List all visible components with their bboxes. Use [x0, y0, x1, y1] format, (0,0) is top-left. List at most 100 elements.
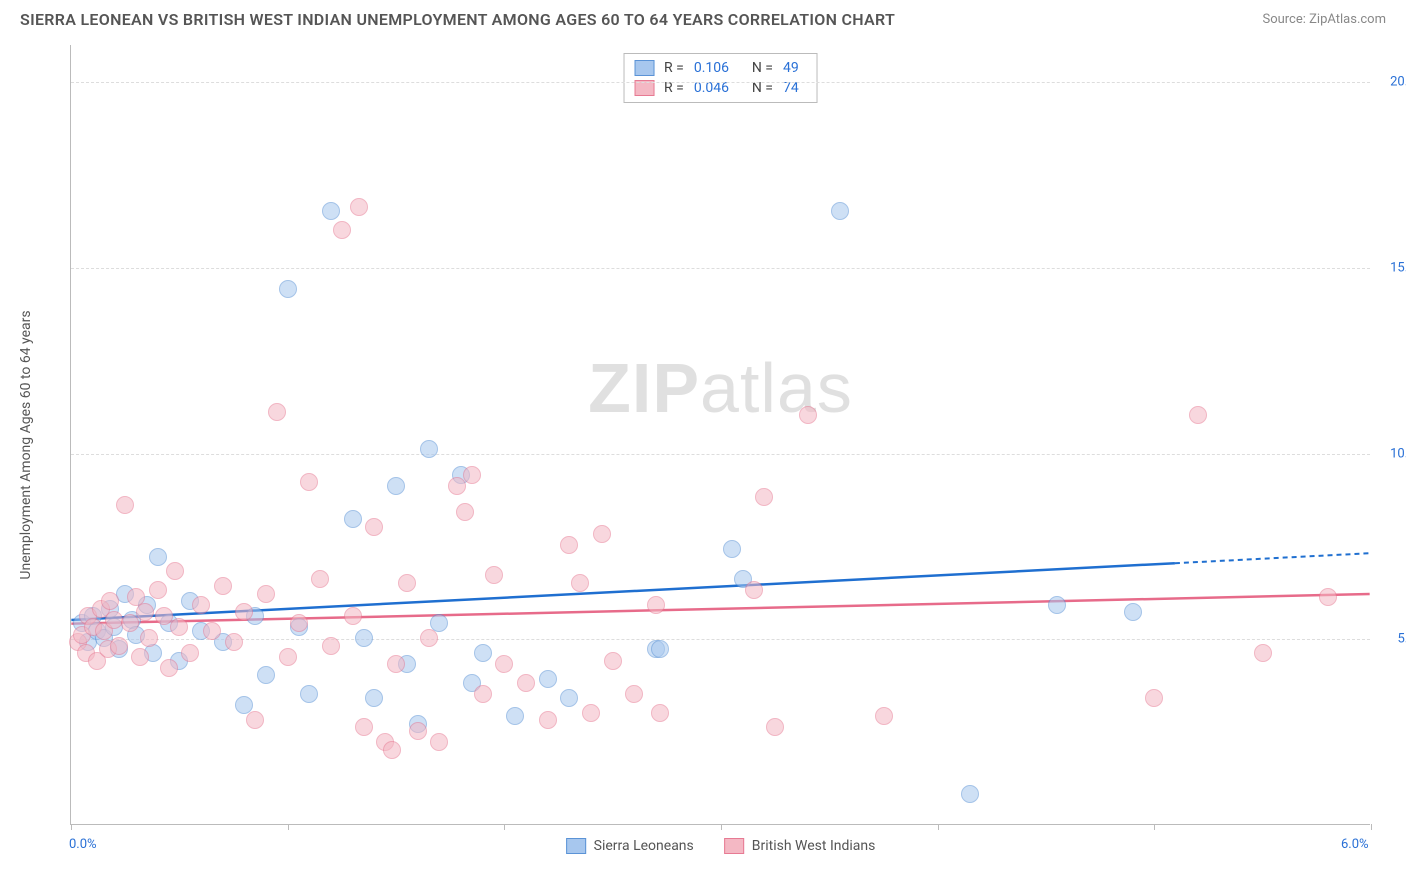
r-label: R = — [664, 60, 684, 76]
data-point — [398, 574, 416, 592]
data-point — [136, 603, 154, 621]
data-point — [1189, 406, 1207, 424]
data-point — [181, 644, 199, 662]
data-point — [647, 596, 665, 614]
data-point — [149, 548, 167, 566]
data-point — [160, 659, 178, 677]
data-point — [121, 614, 139, 632]
y-tick-label: 20.0% — [1390, 75, 1406, 90]
legend-swatch — [634, 60, 654, 76]
trend-lines — [71, 45, 1370, 824]
data-point — [539, 711, 557, 729]
data-point — [755, 488, 773, 506]
data-point — [430, 733, 448, 751]
x-tick-label: 0.0% — [69, 837, 97, 852]
data-point — [110, 637, 128, 655]
data-point — [290, 614, 308, 632]
stats-row: R = 0.106 N = 49 — [634, 58, 807, 78]
y-tick-label: 10.0% — [1390, 446, 1406, 461]
legend-label: British West Indians — [752, 838, 876, 854]
gridline — [71, 82, 1370, 83]
data-point — [560, 536, 578, 554]
data-point — [495, 655, 513, 673]
data-point — [355, 718, 373, 736]
y-tick-label: 5.0% — [1397, 632, 1406, 647]
data-point — [474, 644, 492, 662]
data-point — [203, 622, 221, 640]
chart-container: Unemployment Among Ages 60 to 64 years Z… — [50, 40, 1386, 850]
data-point — [420, 440, 438, 458]
data-point — [192, 596, 210, 614]
x-tick — [721, 824, 722, 830]
series-legend: Sierra Leoneans British West Indians — [566, 838, 876, 854]
legend-item: British West Indians — [724, 838, 876, 854]
r-value: 0.106 — [694, 60, 742, 76]
data-point — [235, 603, 253, 621]
data-point — [1254, 644, 1272, 662]
data-point — [831, 202, 849, 220]
data-point — [1319, 588, 1337, 606]
y-axis-title: Unemployment Among Ages 60 to 64 years — [18, 310, 34, 579]
legend-label: Sierra Leoneans — [594, 838, 694, 854]
n-value: 49 — [783, 60, 807, 76]
x-tick — [71, 824, 72, 830]
data-point — [166, 562, 184, 580]
n-label: N = — [752, 60, 773, 76]
data-point — [474, 685, 492, 703]
data-point — [571, 574, 589, 592]
x-tick — [288, 824, 289, 830]
stats-row: R =0.046N =74 — [634, 78, 807, 98]
legend-swatch — [724, 838, 744, 854]
stats-legend-box: R = 0.106 N = 49 R =0.046N =74 — [623, 53, 818, 103]
data-point — [322, 637, 340, 655]
data-point — [257, 585, 275, 603]
data-point — [170, 618, 188, 636]
data-point — [485, 566, 503, 584]
data-point — [300, 473, 318, 491]
data-point — [745, 581, 763, 599]
data-point — [723, 540, 741, 558]
data-point — [311, 570, 329, 588]
data-point — [456, 503, 474, 521]
gridline — [71, 639, 1370, 640]
legend-item: Sierra Leoneans — [566, 838, 694, 854]
data-point — [140, 629, 158, 647]
data-point — [560, 689, 578, 707]
data-point — [365, 689, 383, 707]
data-point — [1124, 603, 1142, 621]
plot-area: ZIPatlas R =0.106N =49R =0.046N =74 Sier… — [70, 45, 1370, 825]
data-point — [604, 652, 622, 670]
x-tick-label: 6.0% — [1341, 837, 1369, 852]
data-point — [625, 685, 643, 703]
data-point — [344, 607, 362, 625]
data-point — [300, 685, 318, 703]
data-point — [387, 477, 405, 495]
data-point — [766, 718, 784, 736]
x-tick — [1154, 824, 1155, 830]
data-point — [149, 581, 167, 599]
data-point — [116, 496, 134, 514]
x-tick — [938, 824, 939, 830]
data-point — [350, 198, 368, 216]
data-point — [875, 707, 893, 725]
data-point — [101, 592, 119, 610]
data-point — [799, 406, 817, 424]
data-point — [387, 655, 405, 673]
data-point — [539, 670, 557, 688]
data-point — [322, 202, 340, 220]
data-point — [593, 525, 611, 543]
data-point — [1048, 596, 1066, 614]
data-point — [961, 785, 979, 803]
chart-title: SIERRA LEONEAN VS BRITISH WEST INDIAN UN… — [20, 10, 895, 29]
data-point — [365, 518, 383, 536]
x-tick — [504, 824, 505, 830]
data-point — [506, 707, 524, 725]
y-tick-label: 15.0% — [1390, 260, 1406, 275]
data-point — [214, 577, 232, 595]
data-point — [131, 648, 149, 666]
source-label: Source: ZipAtlas.com — [1262, 12, 1386, 27]
data-point — [517, 674, 535, 692]
data-point — [1145, 689, 1163, 707]
data-point — [383, 741, 401, 759]
data-point — [420, 629, 438, 647]
